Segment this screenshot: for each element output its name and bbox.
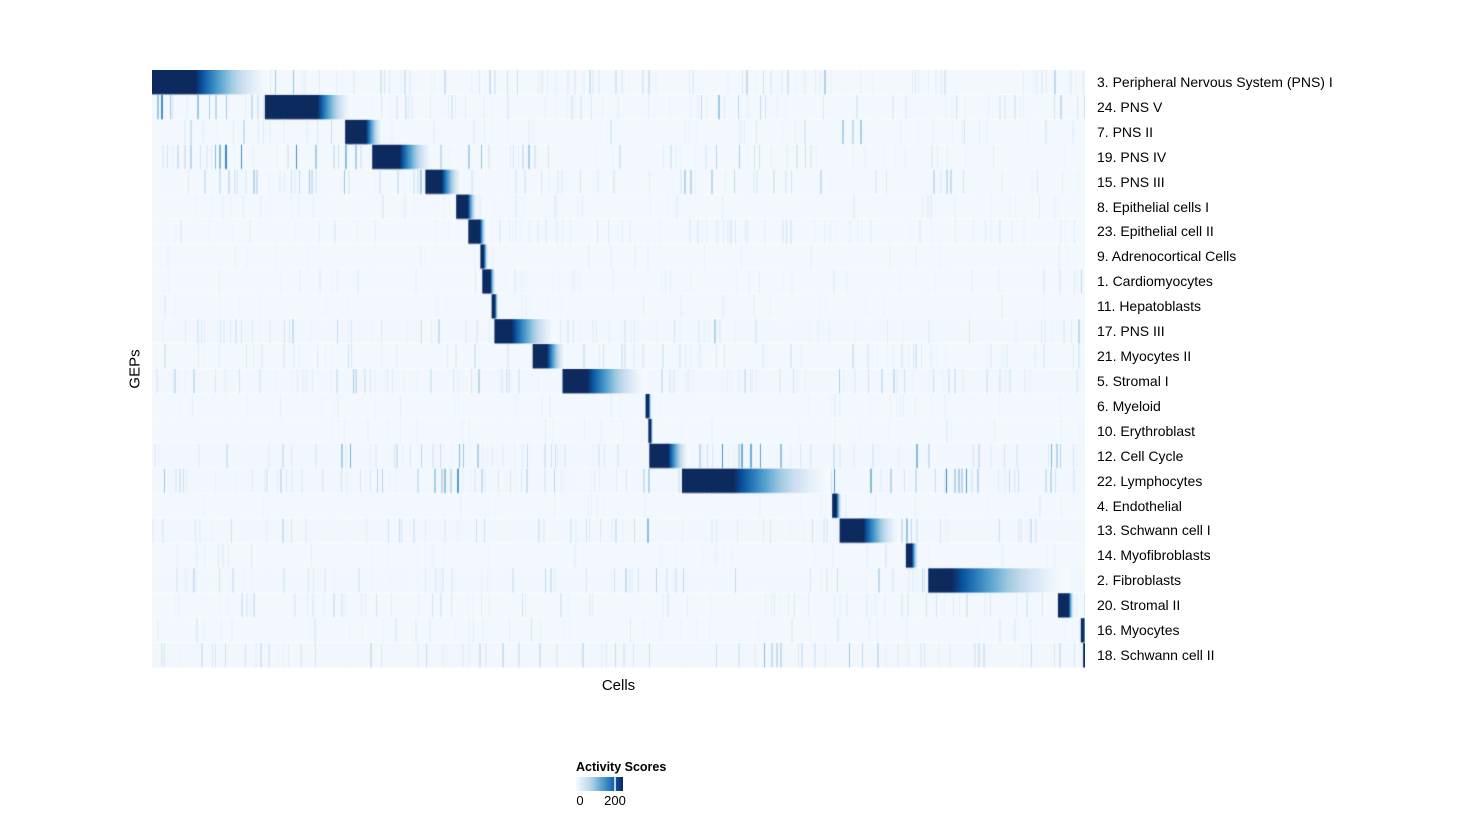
legend-tick-max: 200 (604, 793, 626, 808)
activity-scores-legend: Activity Scores 0 200 (576, 760, 796, 810)
x-axis-label: Cells (601, 677, 636, 694)
gep-row-label: 16. Myocytes (1097, 622, 1180, 639)
legend-gradient-bar (576, 777, 623, 791)
gep-activity-heatmap (152, 70, 1085, 668)
gep-row-label: 3. Peripheral Nervous System (PNS) I (1097, 73, 1333, 90)
gep-row-label: 19. PNS IV (1097, 148, 1167, 165)
legend-max-tick-mark (614, 777, 616, 791)
gep-row-label: 8. Epithelial cells I (1097, 198, 1210, 215)
gep-row-label: 4. Endothelial (1097, 497, 1182, 514)
gep-row-labels: 3. Peripheral Nervous System (PNS) I 24. … (1097, 70, 1457, 668)
gep-row-label: 21. Myocytes II (1097, 348, 1192, 365)
legend-title: Activity Scores (576, 760, 667, 774)
gep-row-label: 9. Adrenocortical Cells (1097, 248, 1237, 265)
gep-row-label: 5. Stromal I (1097, 372, 1169, 389)
gep-row-label: 2. Fibroblasts (1097, 572, 1182, 589)
gep-row-label: 15. PNS III (1097, 173, 1165, 190)
gep-row-label: 22. Lymphocytes (1097, 472, 1203, 489)
y-axis-label: GEPs (126, 349, 144, 389)
gep-row-label: 24. PNS V (1097, 98, 1163, 115)
gep-row-label: 13. Schwann cell I (1097, 522, 1211, 539)
gep-row-label: 10. Erythroblast (1097, 422, 1196, 439)
gep-row-label: 1. Cardiomyocytes (1097, 273, 1213, 290)
legend-gradient-bar-wrap (576, 777, 623, 791)
gep-row-label: 14. Myofibroblasts (1097, 547, 1211, 564)
gep-row-label: 18. Schwann cell II (1097, 647, 1215, 664)
gep-row-label: 20. Stromal II (1097, 597, 1181, 614)
gep-row-label: 6. Myeloid (1097, 397, 1161, 414)
gep-row-label: 12. Cell Cycle (1097, 447, 1184, 464)
gep-row-label: 11. Hepatoblasts (1097, 298, 1202, 315)
gep-row-label: 17. PNS III (1097, 323, 1165, 340)
gep-row-label: 23. Epithelial cell II (1097, 223, 1214, 240)
legend-tick-min: 0 (576, 793, 584, 808)
gep-row-label: 7. PNS II (1097, 123, 1154, 140)
